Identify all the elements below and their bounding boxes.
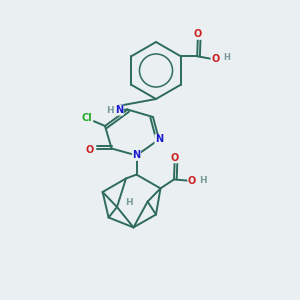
Text: H: H (200, 176, 207, 185)
Text: H: H (223, 53, 230, 62)
Text: H: H (106, 106, 113, 115)
Text: O: O (211, 54, 219, 64)
Text: N: N (132, 150, 141, 161)
Text: N: N (155, 134, 163, 145)
Text: O: O (85, 145, 94, 155)
Text: O: O (188, 176, 196, 186)
Text: N: N (115, 105, 123, 115)
Text: O: O (194, 29, 202, 39)
Text: O: O (170, 153, 179, 163)
Text: Cl: Cl (81, 112, 92, 123)
Text: H: H (125, 198, 133, 207)
